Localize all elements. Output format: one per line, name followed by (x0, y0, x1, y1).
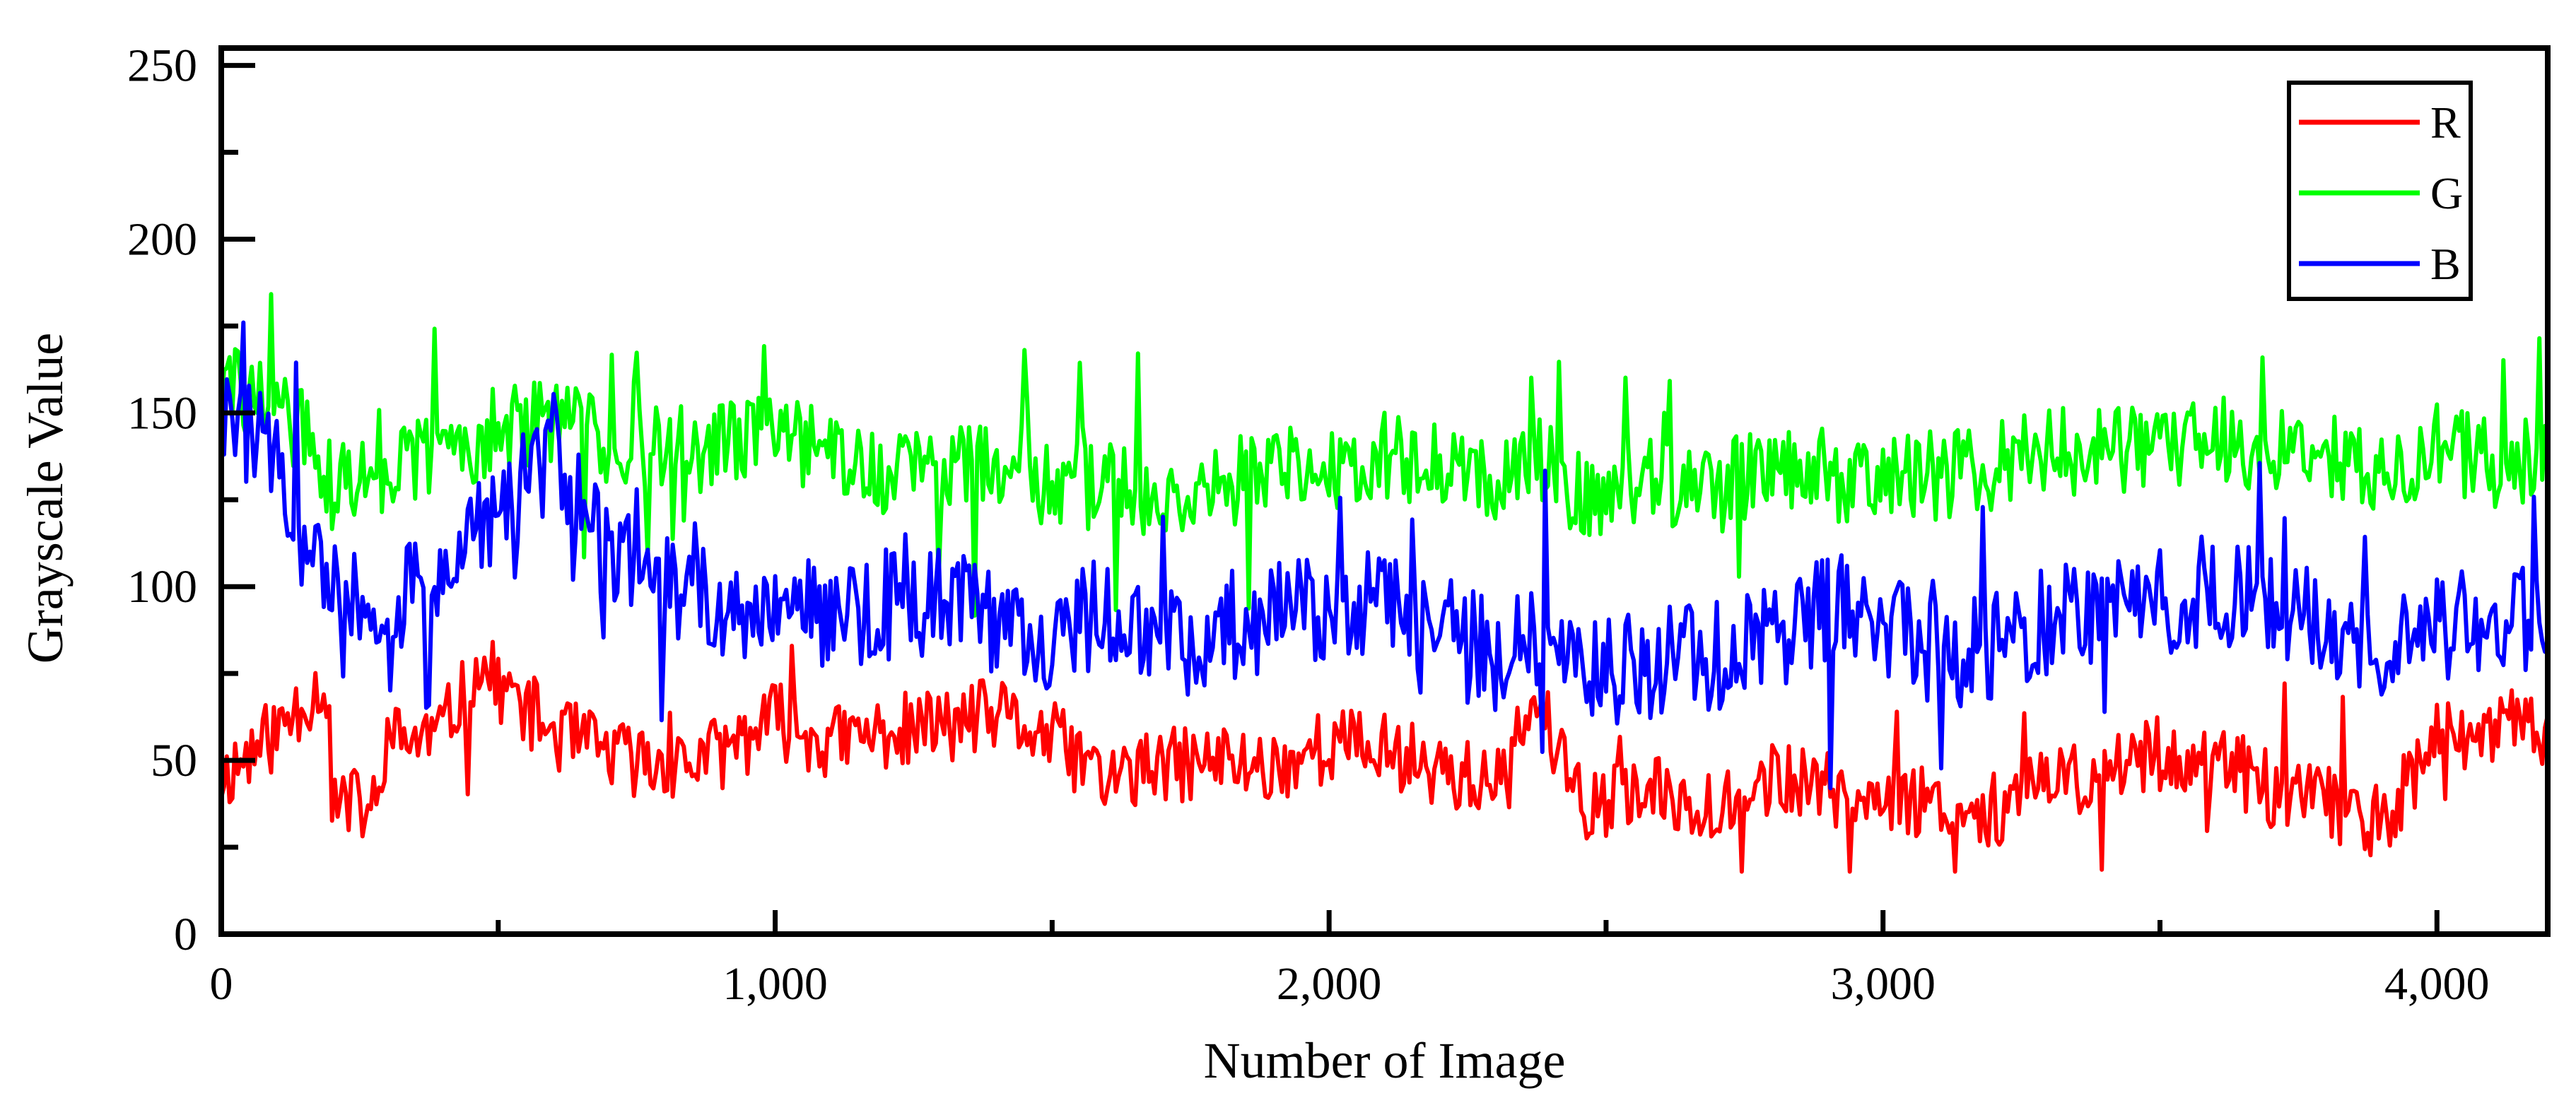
legend-label-R: R (2430, 98, 2461, 148)
y-tick-label: 250 (127, 40, 197, 92)
x-tick-label: 2,000 (1277, 958, 1382, 1010)
y-tick-label: 150 (127, 387, 197, 439)
x-tick-label: 3,000 (1830, 958, 1936, 1010)
legend: RGB (2287, 81, 2473, 301)
y-axis: 0 50 100 150 200 250 (127, 40, 255, 960)
y-axis-title: Grayscale Value (17, 333, 74, 663)
y-tick-label: 200 (127, 213, 197, 265)
x-tick-label: 1,000 (722, 958, 828, 1010)
plot-frame (218, 45, 2551, 937)
x-axis: 0 1,000 2,000 3,000 4,000 (210, 910, 2490, 1010)
x-axis-title: Number of Image (1204, 1032, 1566, 1089)
series-line-R (221, 639, 2548, 874)
x-tick-label: 0 (210, 958, 233, 1010)
legend-label-G: G (2430, 168, 2463, 218)
series-line-B (221, 320, 2548, 791)
plot-area (221, 292, 2548, 874)
legend-label-B: B (2430, 239, 2461, 289)
x-tick-label: 4,000 (2384, 958, 2490, 1010)
series-line-G (221, 292, 2548, 618)
y-tick-label: 50 (151, 735, 197, 786)
y-tick-label: 100 (127, 561, 197, 613)
y-tick-label: 0 (174, 909, 197, 960)
